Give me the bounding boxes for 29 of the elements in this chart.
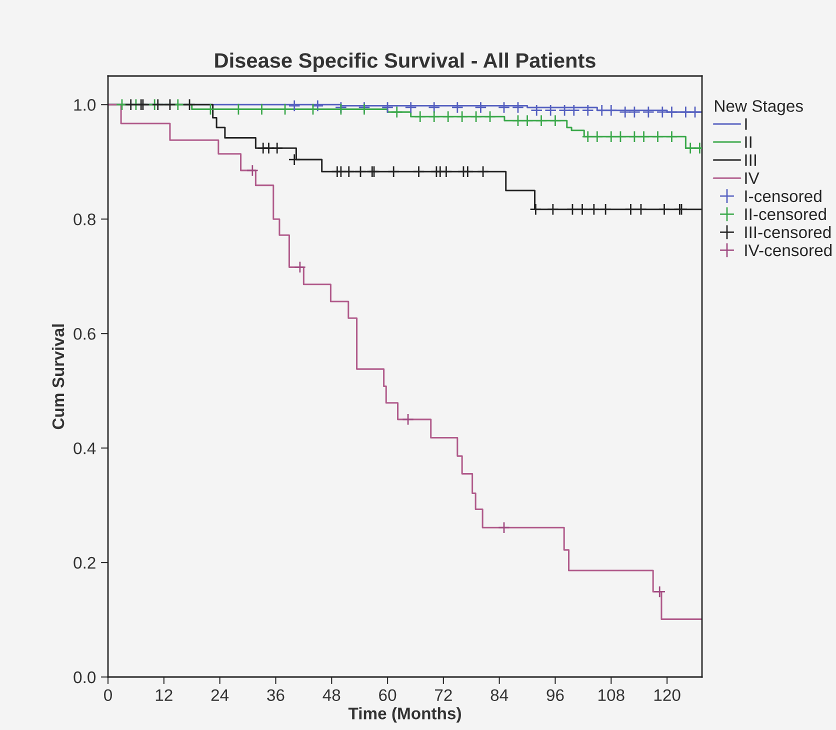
y-tick-label: 0.0 <box>74 671 96 684</box>
x-tick-label: 108 <box>598 689 624 702</box>
x-tick-label: 120 <box>654 689 680 702</box>
legend-label: II-censored <box>745 208 826 220</box>
x-tick-label: 12 <box>156 689 172 701</box>
chart-title: Disease Specific Survival - All Patients <box>215 52 596 72</box>
x-tick-label: 84 <box>490 689 508 702</box>
y-tick-label: 0.8 <box>74 213 96 226</box>
legend-label: IV-censored <box>745 244 832 256</box>
y-tick-label: 0.2 <box>74 556 96 569</box>
legend-label: I <box>745 118 747 130</box>
legend-title: New Stages <box>715 100 803 116</box>
x-axis-title: Time (Months) <box>348 707 461 723</box>
x-tick-label: 96 <box>546 689 564 702</box>
x-tick-label: 24 <box>211 689 229 701</box>
legend-label: II <box>745 136 752 148</box>
y-axis-title: Cum Survival <box>52 324 64 430</box>
y-tick-label: 0.6 <box>74 328 96 340</box>
x-tick-label: 60 <box>379 689 396 702</box>
x-tick-label: 48 <box>322 689 340 702</box>
x-tick-label: 72 <box>435 689 452 701</box>
legend-label: IV <box>745 172 760 184</box>
legend-label: III-censored <box>745 226 831 238</box>
legend-label: III <box>745 154 756 166</box>
x-tick-label: 36 <box>267 689 284 702</box>
legend-label: I-censored <box>745 190 822 202</box>
y-tick-label: 0.4 <box>74 442 96 454</box>
y-tick-label: 1.0 <box>74 99 96 111</box>
x-tick-label: 0 <box>104 689 112 702</box>
